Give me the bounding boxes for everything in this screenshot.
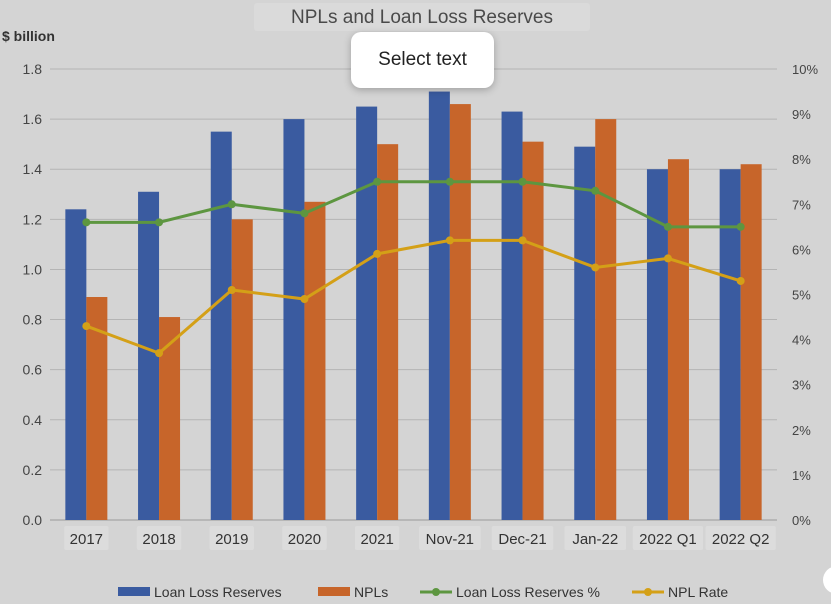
y2-axis-tick-label: 0% bbox=[792, 513, 811, 528]
y-axis-tick-label: 1.0 bbox=[23, 261, 43, 277]
x-axis-label-background bbox=[705, 526, 776, 550]
point-loan-loss-reserves- bbox=[663, 222, 672, 231]
point-loan-loss-reserves- bbox=[518, 177, 527, 186]
point-loan-loss-reserves- bbox=[82, 218, 91, 227]
y2-axis-tick-label: 1% bbox=[792, 468, 811, 483]
y-axis-tick-label: 1.6 bbox=[23, 111, 43, 127]
point-npl-rate bbox=[736, 276, 745, 285]
bar-loan-loss-reserves bbox=[719, 169, 741, 520]
bar-npls bbox=[304, 201, 326, 521]
point-npl-rate bbox=[373, 249, 382, 258]
y-axis-tick-label: 1.2 bbox=[23, 211, 43, 227]
chart-title-background bbox=[254, 3, 590, 31]
bar-loan-loss-reserves bbox=[501, 111, 523, 520]
y2-axis-tick-label: 7% bbox=[792, 197, 811, 212]
point-npl-rate bbox=[663, 254, 672, 263]
bar-loan-loss-reserves bbox=[210, 131, 232, 520]
point-loan-loss-reserves- bbox=[373, 177, 382, 186]
x-axis-label-background bbox=[354, 526, 400, 550]
bar-loan-loss-reserves bbox=[356, 106, 378, 520]
point-npl-rate bbox=[445, 236, 454, 245]
point-loan-loss-reserves- bbox=[736, 222, 745, 231]
bar-loan-loss-reserves bbox=[65, 209, 87, 521]
y2-axis-tick-label: 9% bbox=[792, 107, 811, 122]
bar-npls bbox=[595, 119, 617, 520]
y-axis-tick-label: 0.8 bbox=[23, 312, 43, 328]
x-axis-tick-label: 2022 Q1 bbox=[639, 531, 697, 548]
x-axis-label-background bbox=[282, 526, 327, 550]
legend-label-loan-loss-reserves: Loan Loss Reserves bbox=[154, 584, 282, 600]
y2-axis-tick-label: 10% bbox=[792, 62, 818, 77]
legend-swatch-npls bbox=[318, 587, 350, 596]
point-loan-loss-reserves- bbox=[445, 177, 454, 186]
legend-label-loan-loss-reserves-: Loan Loss Reserves % bbox=[456, 584, 600, 600]
bar-npls bbox=[740, 164, 762, 520]
legend-marker-npl-rate bbox=[644, 588, 652, 596]
point-npl-rate bbox=[591, 263, 600, 272]
x-axis-tick-label: 2021 bbox=[360, 531, 393, 548]
x-axis-label-background bbox=[136, 526, 182, 550]
x-axis-tick-label: Jan-22 bbox=[572, 531, 618, 548]
bar-npls bbox=[86, 297, 108, 520]
x-axis-label-background bbox=[209, 526, 254, 550]
select-text-label: Select text bbox=[378, 49, 467, 70]
y2-axis-tick-label: 6% bbox=[792, 242, 811, 257]
bar-npls bbox=[667, 159, 689, 520]
select-text-button[interactable]: Select text bbox=[351, 32, 494, 88]
point-npl-rate bbox=[82, 322, 91, 331]
y-axis-tick-label: 1.4 bbox=[23, 161, 43, 177]
x-axis-tick-label: 2020 bbox=[288, 531, 321, 548]
bar-npls bbox=[377, 144, 399, 520]
point-loan-loss-reserves- bbox=[300, 209, 309, 218]
bar-loan-loss-reserves bbox=[646, 169, 668, 520]
y-axis-tick-label: 0.0 bbox=[23, 512, 43, 528]
y2-axis-tick-label: 5% bbox=[792, 288, 811, 303]
point-npl-rate bbox=[227, 285, 236, 294]
x-axis-label-background bbox=[564, 526, 627, 550]
bar-npls bbox=[449, 104, 471, 521]
bar-loan-loss-reserves bbox=[428, 91, 450, 521]
x-axis-label-background bbox=[632, 526, 704, 550]
legend-swatch-loan-loss-reserves bbox=[118, 587, 150, 596]
x-axis-tick-label: 2018 bbox=[142, 531, 175, 548]
x-axis-tick-label: Dec-21 bbox=[498, 531, 546, 548]
point-loan-loss-reserves- bbox=[591, 186, 600, 195]
y2-axis-tick-label: 2% bbox=[792, 423, 811, 438]
point-npl-rate bbox=[518, 236, 527, 245]
x-axis-label-background bbox=[64, 526, 109, 550]
corner-action-button[interactable] bbox=[823, 566, 831, 594]
y-axis-tick-label: 0.4 bbox=[23, 412, 43, 428]
point-npl-rate bbox=[155, 349, 164, 358]
y-axis-tick-label: 1.8 bbox=[23, 61, 43, 77]
x-axis-tick-label: 2022 Q2 bbox=[712, 531, 770, 548]
bar-npls bbox=[231, 219, 253, 521]
y-axis-unit-label: $ billion bbox=[2, 28, 55, 44]
y2-axis-tick-label: 8% bbox=[792, 152, 811, 167]
point-loan-loss-reserves- bbox=[155, 218, 164, 227]
x-axis-label-background bbox=[491, 526, 554, 550]
bar-loan-loss-reserves bbox=[138, 191, 160, 520]
x-axis-tick-label: 2017 bbox=[70, 531, 103, 548]
point-loan-loss-reserves- bbox=[227, 200, 236, 209]
bar-loan-loss-reserves bbox=[283, 119, 305, 520]
point-npl-rate bbox=[300, 295, 309, 304]
line-loan-loss-reserves- bbox=[86, 180, 741, 229]
y-axis-tick-label: 0.6 bbox=[23, 362, 43, 378]
bar-loan-loss-reserves bbox=[574, 146, 596, 520]
legend-marker-loan-loss-reserves- bbox=[432, 588, 440, 596]
chart-title: NPLs and Loan Loss Reserves bbox=[291, 7, 553, 28]
bar-npls bbox=[522, 141, 544, 520]
y-axis-tick-label: 0.2 bbox=[23, 462, 43, 478]
legend-label-npl-rate: NPL Rate bbox=[668, 584, 728, 600]
x-axis-tick-label: Nov-21 bbox=[426, 531, 474, 548]
y2-axis-tick-label: 4% bbox=[792, 333, 811, 348]
x-axis-label-background bbox=[419, 526, 481, 550]
line-npl-rate bbox=[85, 238, 742, 355]
legend-label-npls: NPLs bbox=[354, 584, 388, 600]
y2-axis-tick-label: 3% bbox=[792, 378, 811, 393]
bar-npls bbox=[159, 317, 181, 520]
x-axis-tick-label: 2019 bbox=[215, 531, 248, 548]
